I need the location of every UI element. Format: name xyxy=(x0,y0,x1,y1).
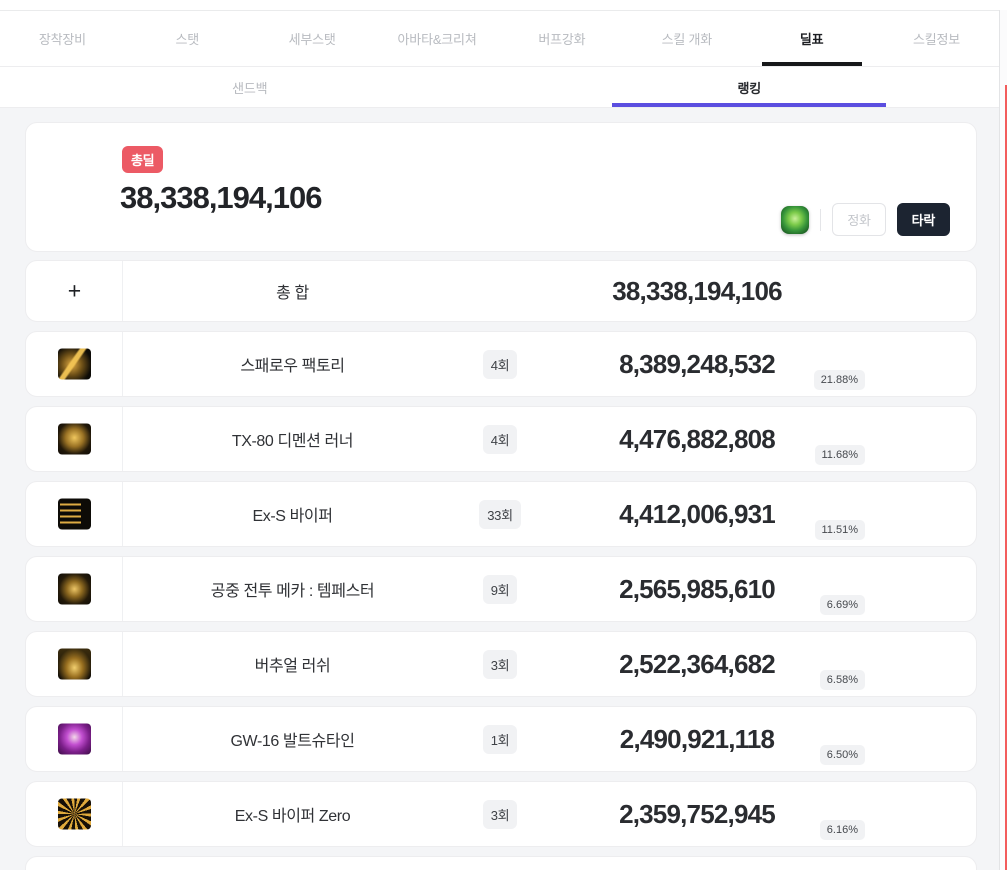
green-rose-skill-icon xyxy=(781,205,810,234)
skill-count-badge: 33회 xyxy=(479,499,521,529)
sub-tab-label: 랭킹 xyxy=(737,80,762,96)
skill-count-badge: 4회 xyxy=(482,424,518,454)
skill-damage-percent-badge: 6.69% xyxy=(819,595,865,615)
main-tab-label: 버프강화 xyxy=(538,32,586,47)
skill-count-cell: 3회 xyxy=(463,632,537,696)
sparrow-factory-skill-icon xyxy=(58,348,91,380)
main-tab-label: 딜표 xyxy=(799,32,824,47)
main-tab-7[interactable]: 딜표 xyxy=(749,11,874,66)
row-divider xyxy=(122,557,123,621)
row-divider xyxy=(122,707,123,771)
skill-name: Ex-S 바이퍼 xyxy=(252,508,333,525)
exs-viper-zero-skill-icon xyxy=(58,798,91,830)
skill-row[interactable]: TX-80 디멘션 러너 4회 4,476,882,808 11.68% xyxy=(25,406,977,472)
skill-count-badge: 3회 xyxy=(482,799,518,829)
skill-count-cell: 33회 xyxy=(463,482,537,546)
skill-name: 스패로우 팩토리 xyxy=(240,358,345,375)
main-tab-label: 스킬 개화 xyxy=(661,32,713,47)
skill-damage-value: 2,490,921,118 xyxy=(619,723,775,754)
skill-damage-percent-badge: 21.88% xyxy=(813,370,865,390)
gw16-waltstein-skill-icon xyxy=(58,723,91,755)
total-row-value: 38,338,194,106 xyxy=(612,275,782,306)
skill-count-cell: 1회 xyxy=(463,707,537,771)
skill-name: TX-80 디멘션 러너 xyxy=(231,433,354,450)
skill-count-cell: 3회 xyxy=(463,782,537,846)
main-tab-8[interactable]: 스킬정보 xyxy=(874,11,999,66)
skill-rows: 스패로우 팩토리 4회 8,389,248,532 21.88% TX-80 디멘션 러… xyxy=(0,331,1000,847)
exs-viper-skill-icon xyxy=(58,498,91,530)
main-tab-label: 스킬정보 xyxy=(913,32,961,47)
controls-divider xyxy=(820,208,822,231)
skill-name: 버추얼 러쉬 xyxy=(254,658,331,675)
skill-damage-value: 2,522,364,682 xyxy=(619,648,776,679)
edge-red-line xyxy=(1005,85,1007,870)
corrupt-button[interactable]: 타락 xyxy=(896,203,950,236)
skill-row[interactable]: Ex-S 바이퍼 Zero 3회 2,359,752,945 6.16% xyxy=(25,781,977,847)
skill-row[interactable]: GW-16 발트슈타인 1회 2,490,921,118 6.50% xyxy=(25,706,977,772)
skill-damage-value: 4,476,882,808 xyxy=(619,423,776,454)
skill-row[interactable]: 스패로우 팩토리 4회 8,389,248,532 21.88% xyxy=(25,331,977,397)
skill-count-cell: 4회 xyxy=(463,332,537,396)
skill-name: 공중 전투 메카 : 템페스터 xyxy=(210,583,375,600)
skill-count-badge: 4회 xyxy=(482,349,518,379)
skill-damage-value: 4,412,006,931 xyxy=(619,498,776,529)
row-divider xyxy=(122,632,123,696)
main-tab-label: 세부스탯 xyxy=(288,32,336,47)
summary-controls: 정화 타락 xyxy=(781,203,950,236)
plus-icon[interactable]: + xyxy=(67,277,82,304)
total-damage-value: 38,338,194,106 xyxy=(120,180,322,215)
active-tab-underline xyxy=(761,62,862,66)
main-tab-4[interactable]: 아바타&크리쳐 xyxy=(375,11,500,66)
skill-damage-percent-badge: 6.16% xyxy=(819,820,865,840)
row-divider xyxy=(122,482,123,546)
total-row[interactable]: + 총 합 38,338,194,106 xyxy=(25,260,977,322)
total-damage-card: 총딜 38,338,194,106 정화 타락 xyxy=(25,122,977,252)
virtual-rush-skill-icon xyxy=(58,648,91,680)
skill-row[interactable]: Ex-S 바이퍼 33회 4,412,006,931 11.51% xyxy=(25,481,977,547)
skill-count-badge: 1회 xyxy=(482,724,518,754)
skill-row[interactable]: 버추얼 러쉬 3회 2,522,364,682 6.58% xyxy=(25,631,977,697)
main-tab-2[interactable]: 스탯 xyxy=(125,11,250,66)
main-tab-bar: 장착장비 스탯 세부스탯 아바타&크리쳐 버프강화 스킬 개화 딜표 스킬정보 xyxy=(0,10,999,67)
row-divider xyxy=(122,782,123,846)
main-tab-3[interactable]: 세부스탯 xyxy=(250,11,375,66)
skill-damage-value: 2,565,985,610 xyxy=(619,573,776,604)
main-tab-label: 장착장비 xyxy=(38,32,86,47)
skill-row[interactable]: 공중 전투 메카 : 템페스터 9회 2,565,985,610 6.69% xyxy=(25,556,977,622)
skill-count-badge: 9회 xyxy=(482,574,518,604)
main-tab-label: 스탯 xyxy=(175,32,200,47)
row-divider xyxy=(122,261,123,321)
skill-count-badge: 3회 xyxy=(482,649,518,679)
sub-tab-2[interactable]: 랭킹 xyxy=(500,67,1000,107)
skill-damage-percent-badge: 11.51% xyxy=(814,520,865,540)
main-tab-5[interactable]: 버프강화 xyxy=(500,11,625,66)
purify-button[interactable]: 정화 xyxy=(832,203,886,236)
skill-damage-percent-badge: 6.50% xyxy=(819,745,865,765)
skill-count-cell: 9회 xyxy=(463,557,537,621)
total-damage-badge: 총딜 xyxy=(122,146,164,173)
skill-damage-percent-badge: 11.68% xyxy=(814,445,865,465)
partial-next-row[interactable] xyxy=(25,856,977,870)
scrollbar-track[interactable] xyxy=(999,10,1007,870)
skill-damage-value: 2,359,752,945 xyxy=(619,798,776,829)
skill-name: Ex-S 바이퍼 Zero xyxy=(234,808,351,825)
tx80-dimension-runner-skill-icon xyxy=(58,423,91,455)
total-row-label: 총 합 xyxy=(276,285,309,302)
sub-tab-label: 샌드백 xyxy=(232,80,268,96)
skill-damage-value: 8,389,248,532 xyxy=(619,348,776,379)
main-tab-6[interactable]: 스킬 개화 xyxy=(624,11,749,66)
deal-table-content: 총딜 38,338,194,106 정화 타락 + 총 합 38,338,194… xyxy=(0,108,1000,870)
main-tab-label: 아바타&크리쳐 xyxy=(397,32,477,47)
tempester-skill-icon xyxy=(58,573,91,605)
active-subtab-underline xyxy=(612,103,887,107)
skill-name: GW-16 발트슈타인 xyxy=(230,733,355,750)
skill-count-cell: 4회 xyxy=(463,407,537,471)
sub-tab-1[interactable]: 샌드백 xyxy=(0,67,500,107)
row-divider xyxy=(122,407,123,471)
main-tab-1[interactable]: 장착장비 xyxy=(0,11,125,66)
row-divider xyxy=(122,332,123,396)
skill-damage-percent-badge: 6.58% xyxy=(819,670,865,690)
sub-tab-bar: 샌드백 랭킹 xyxy=(0,67,999,108)
